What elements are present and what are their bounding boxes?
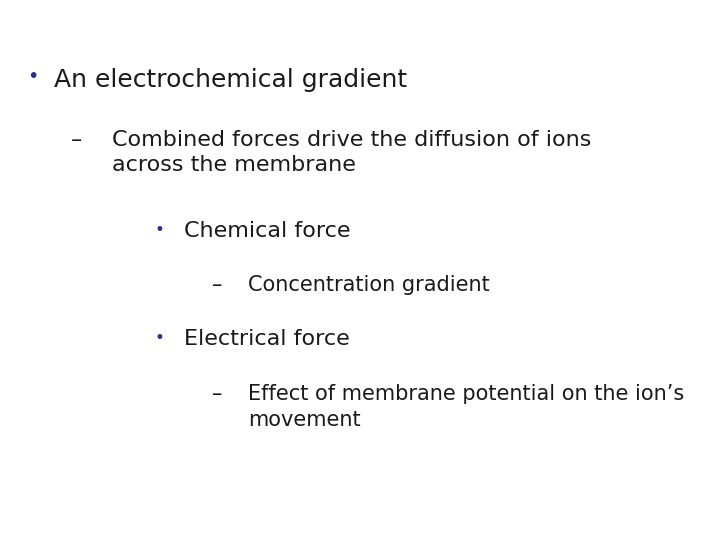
- Text: •: •: [155, 329, 165, 347]
- Text: Electrical force: Electrical force: [184, 329, 349, 349]
- Text: Chemical force: Chemical force: [184, 221, 350, 241]
- Text: –: –: [212, 275, 222, 295]
- Text: •: •: [27, 68, 39, 86]
- Text: –: –: [212, 384, 222, 404]
- Text: Effect of membrane potential on the ion’s
movement: Effect of membrane potential on the ion’…: [248, 384, 685, 430]
- Text: –: –: [71, 130, 82, 150]
- Text: •: •: [155, 221, 165, 239]
- Text: An electrochemical gradient: An electrochemical gradient: [54, 68, 407, 91]
- Text: Concentration gradient: Concentration gradient: [248, 275, 490, 295]
- Text: Combined forces drive the diffusion of ions
across the membrane: Combined forces drive the diffusion of i…: [112, 130, 591, 175]
